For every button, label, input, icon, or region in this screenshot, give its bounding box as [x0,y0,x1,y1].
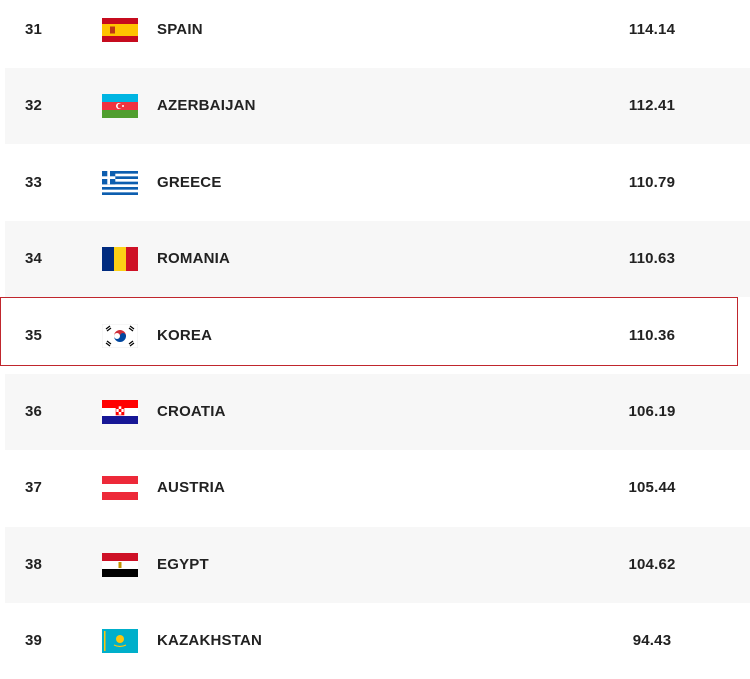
country-name: AUSTRIA [157,479,226,497]
flag [102,476,138,501]
ranking-row: 39 KAZAKHSTAN 94.43 [0,603,750,679]
ranking-row: 38 EGYPT 104.62 [5,526,750,603]
country-name: ROMANIA [157,250,231,268]
country-name: AZERBAIJAN [157,97,256,115]
points: 110.63 [628,250,676,268]
rank: 36 [25,403,43,420]
ranking-row: 31 SPAIN 114.14 [0,0,750,68]
points: 114.14 [628,21,676,38]
rank: 34 [25,250,43,268]
country-name: KOREA [157,326,213,344]
ranking-row: 34 ROMANIA 110.63 [5,221,750,298]
country-name: GREECE [157,173,222,191]
rank: 31 [25,21,43,38]
points: 112.41 [628,97,676,115]
flag [102,18,138,42]
points: 110.79 [628,173,676,191]
ranking-row: 32 AZERBAIJAN 112.41 [5,68,750,145]
ranking-row: 36 CROATIA 106.19 [5,374,750,450]
rank: 33 [25,173,43,191]
points: 105.44 [628,479,676,497]
country-name: EGYPT [157,555,209,573]
rank: 39 [25,632,43,650]
ranking-row: 35 KOREA 110.36 [0,298,750,374]
flag [102,170,138,195]
rank: 35 [25,326,43,344]
points: 110.36 [628,326,676,344]
flag [102,629,138,654]
ranking-row: 33 GREECE 110.79 [0,145,750,221]
points: 94.43 [632,632,672,650]
rank: 32 [25,97,43,115]
country-name: SPAIN [157,21,203,38]
flag [102,552,138,577]
rank: 37 [25,479,43,497]
flag [102,94,138,119]
flag [102,323,138,348]
ranking-row: 37 AUSTRIA 105.44 [0,450,750,526]
flag [102,400,138,424]
flag [102,247,138,272]
points: 104.62 [628,555,676,573]
country-name: KAZAKHSTAN [157,632,263,650]
points: 106.19 [628,403,676,420]
country-name: CROATIA [157,403,226,420]
rank: 38 [25,555,43,573]
